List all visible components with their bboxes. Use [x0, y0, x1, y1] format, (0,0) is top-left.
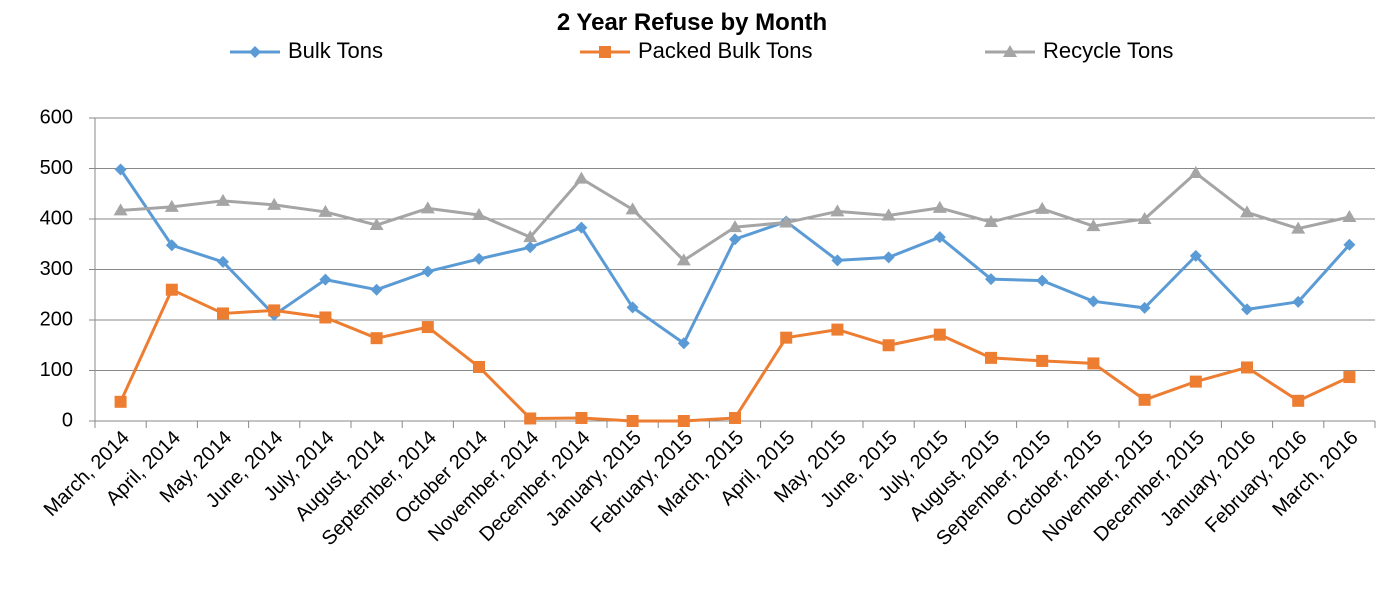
marker: [574, 171, 589, 184]
marker: [1188, 166, 1203, 179]
marker: [1189, 249, 1202, 262]
marker: [830, 204, 845, 217]
marker: [1343, 371, 1356, 384]
marker: [1240, 205, 1254, 218]
marker: [249, 46, 261, 58]
marker: [370, 283, 383, 296]
legend-label: Packed Bulk Tons: [638, 38, 812, 63]
marker: [676, 253, 691, 266]
marker: [267, 197, 282, 210]
marker: [1036, 354, 1049, 367]
marker: [625, 202, 640, 215]
marker: [473, 252, 485, 265]
marker: [729, 233, 741, 246]
marker: [1036, 274, 1049, 287]
marker: [729, 411, 741, 424]
marker: [370, 332, 383, 345]
marker: [165, 239, 178, 252]
marker: [319, 273, 332, 286]
marker: [1292, 394, 1305, 407]
marker: [1086, 219, 1101, 232]
marker: [933, 328, 946, 341]
marker: [575, 221, 588, 234]
marker: [985, 351, 997, 364]
marker: [677, 337, 690, 350]
marker: [268, 304, 281, 317]
marker: [216, 193, 230, 206]
marker: [677, 415, 690, 427]
marker: [933, 231, 946, 244]
marker: [1241, 361, 1253, 374]
marker: [626, 415, 639, 427]
marker: [1138, 393, 1151, 406]
marker: [420, 201, 435, 214]
marker: [831, 254, 844, 267]
marker: [164, 199, 179, 212]
marker: [524, 241, 537, 254]
marker: [831, 323, 844, 336]
marker: [1292, 295, 1305, 308]
series-line: [120, 171, 1350, 262]
marker: [421, 265, 434, 278]
marker: [1035, 201, 1050, 214]
marker: [728, 220, 742, 233]
marker: [882, 251, 895, 264]
marker: [882, 339, 895, 352]
marker: [165, 283, 178, 296]
series-line: [119, 168, 1351, 345]
marker: [421, 321, 434, 334]
y-tick-label: 500: [40, 157, 73, 179]
series-line: [119, 288, 1351, 423]
y-tick-label: 300: [40, 258, 73, 280]
marker: [473, 360, 485, 373]
marker: [1342, 209, 1357, 222]
marker: [114, 163, 127, 176]
marker: [113, 203, 128, 216]
marker: [984, 215, 998, 228]
marker: [472, 207, 486, 220]
y-tick-label: 0: [62, 409, 73, 431]
marker: [1137, 212, 1152, 224]
marker: [1138, 301, 1151, 314]
marker: [985, 273, 997, 286]
legend-label: Bulk Tons: [288, 38, 383, 63]
marker: [1241, 303, 1253, 316]
marker: [1003, 45, 1017, 57]
marker: [1189, 375, 1202, 388]
marker: [114, 395, 127, 408]
marker: [524, 412, 537, 425]
y-tick-label: 100: [40, 359, 73, 381]
marker: [881, 208, 896, 221]
marker: [1291, 221, 1306, 234]
marker: [1087, 357, 1100, 370]
chart-title: 2 Year Refuse by Month: [557, 9, 827, 36]
marker: [575, 411, 588, 424]
marker: [780, 331, 793, 344]
y-tick-label: 400: [40, 207, 73, 229]
marker: [217, 307, 229, 320]
marker: [319, 311, 332, 324]
legend-label: Recycle Tons: [1043, 38, 1173, 63]
marker: [1087, 295, 1100, 308]
marker: [523, 230, 538, 243]
marker: [932, 200, 947, 213]
marker: [318, 204, 333, 217]
marker: [599, 46, 611, 58]
marker: [1343, 238, 1356, 251]
marker: [217, 255, 229, 268]
marker: [369, 218, 384, 231]
y-tick-label: 600: [40, 106, 73, 128]
marker: [626, 301, 639, 314]
marker: [779, 215, 794, 228]
y-tick-label: 200: [40, 308, 73, 330]
